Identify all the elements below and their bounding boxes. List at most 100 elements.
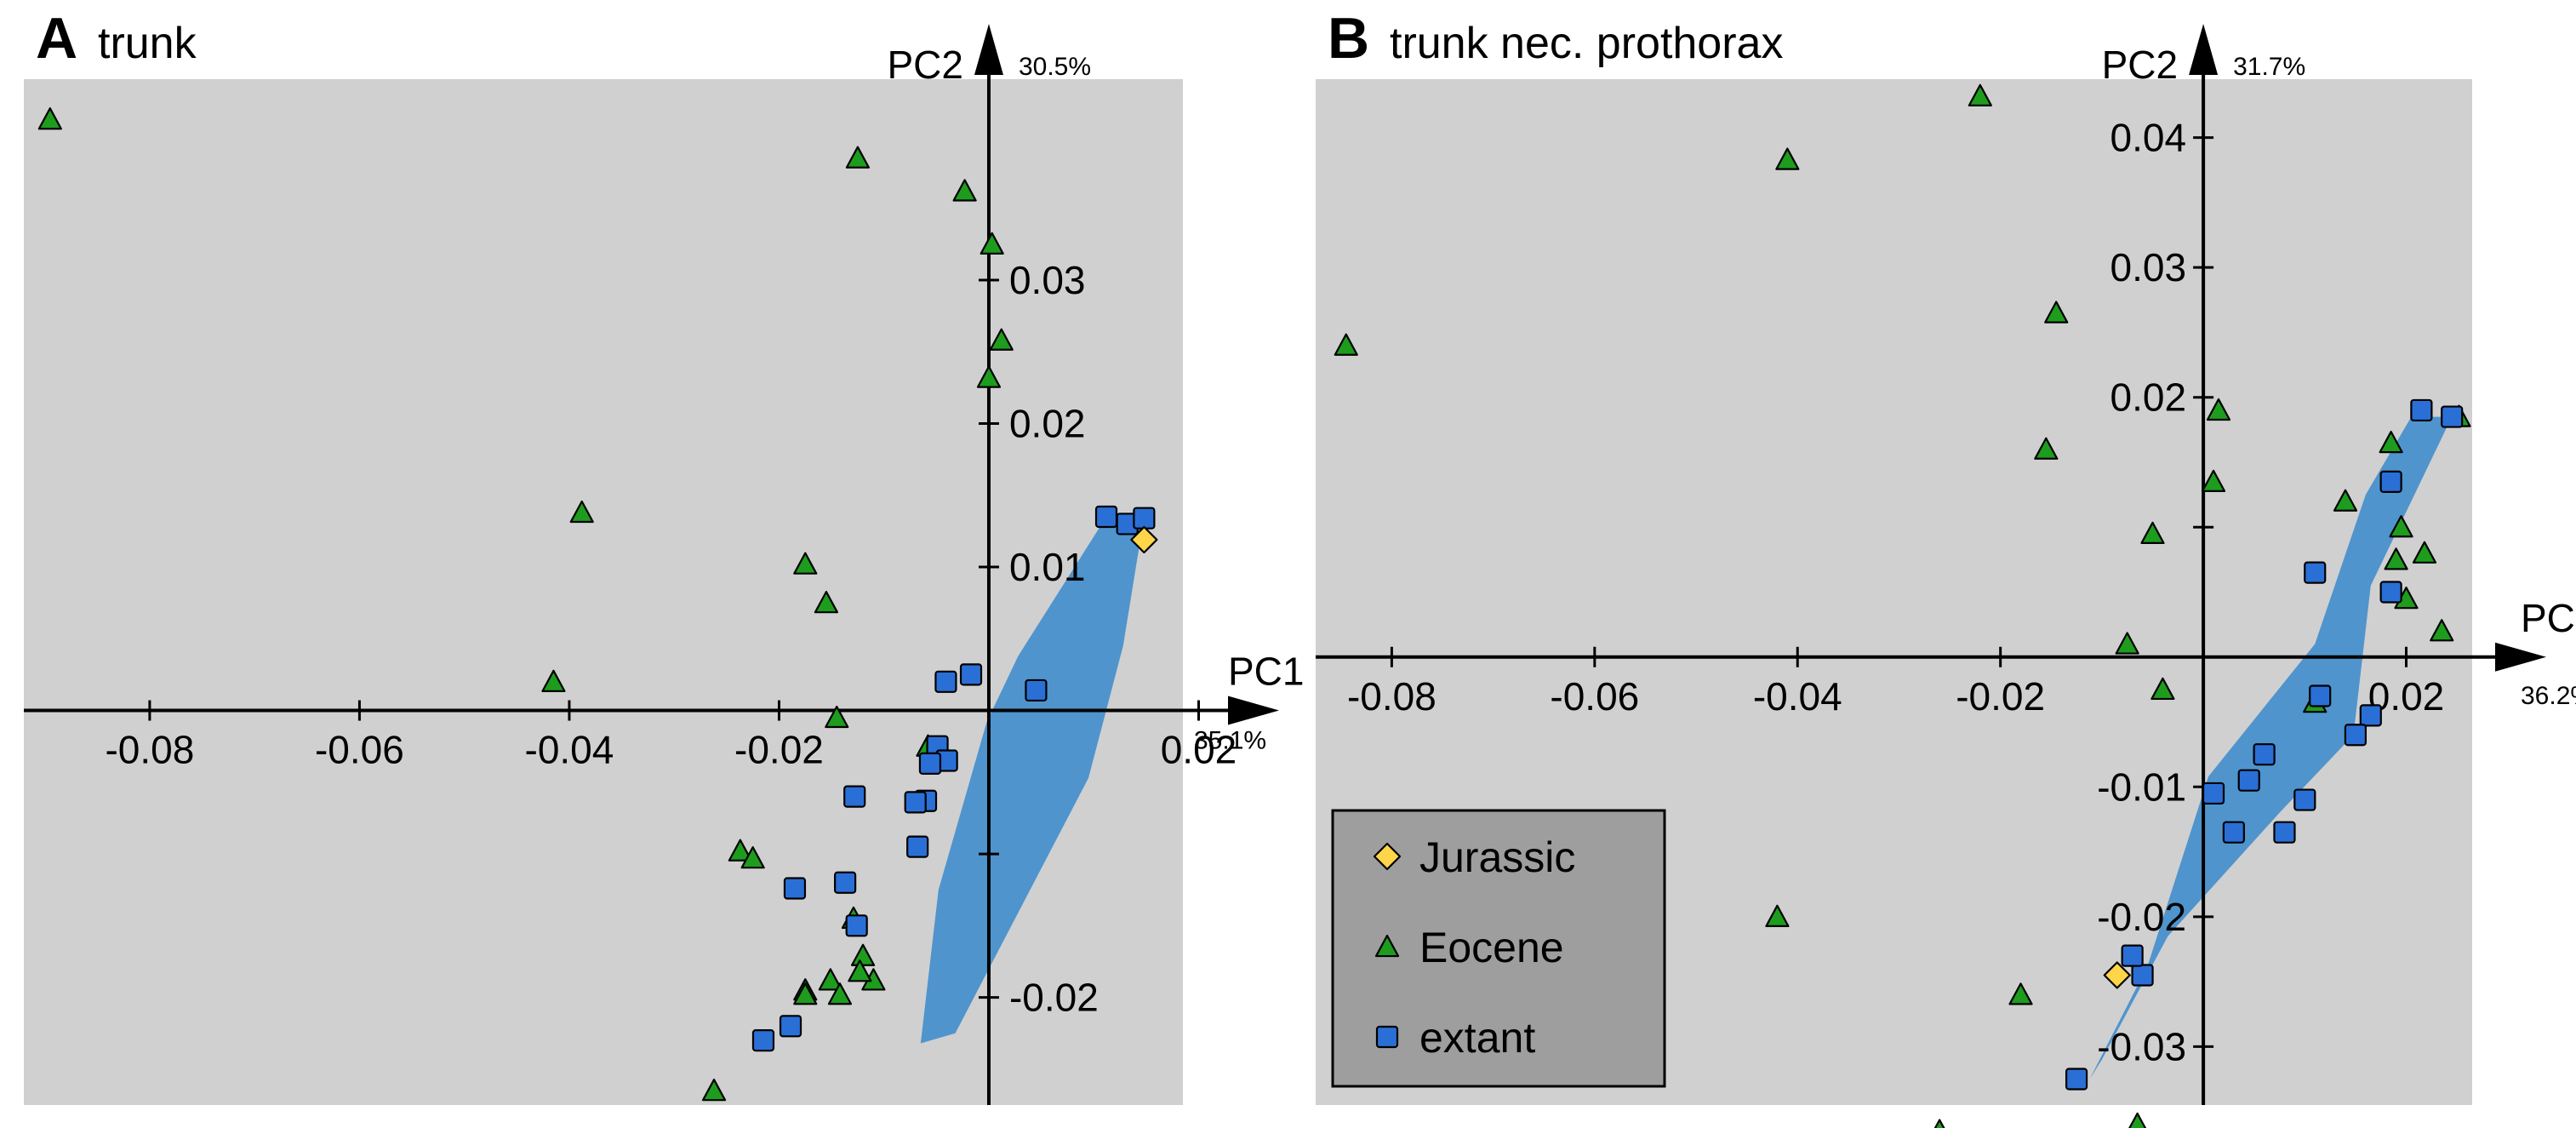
extant-point: [2344, 724, 2368, 747]
eocene-point: [1765, 904, 1790, 927]
eocene-point: [1334, 333, 1358, 356]
eocene-point: [989, 328, 1014, 351]
x-axis-arrow: [1228, 696, 1279, 725]
extant-point: [2309, 684, 2332, 707]
extant-point: [1133, 507, 1156, 530]
extant-point: [834, 871, 857, 894]
eocene-point: [818, 968, 842, 991]
x-axis-arrow: [2495, 642, 2546, 672]
eocene-point: [825, 705, 849, 729]
eocene-point: [1775, 147, 1800, 170]
eocene-point: [793, 552, 818, 575]
eocene-point: [2115, 632, 2139, 655]
eocene-point: [2008, 982, 2033, 1005]
x-tick-label: -0.06: [1550, 674, 1639, 719]
extant-point: [2121, 944, 2144, 967]
extant-point: [2293, 788, 2316, 811]
panel-title: trunk: [98, 19, 197, 68]
extant-point: [2237, 769, 2260, 792]
eocene-point: [2140, 521, 2165, 545]
x-variance-label: 35.1%: [1194, 727, 1266, 755]
panel-b-trunk-nec-prothorax: -0.08 -0.06 -0.04 -0.02 0.02 -0.03 -0.02 -0.01 0…: [1316, 6, 2576, 1128]
x-axis-label: PC1: [1228, 650, 1304, 694]
x-tick-label: -0.06: [315, 728, 404, 772]
extant-point: [843, 785, 866, 808]
extant-point: [2379, 470, 2402, 493]
extant-point: [2379, 581, 2402, 604]
eocene-point: [2128, 1112, 2147, 1128]
extant-hull: [920, 517, 1145, 1044]
extant-point: [2065, 1068, 2088, 1091]
extant-point: [1094, 505, 1118, 529]
eocene-point: [2034, 437, 2059, 460]
legend-extant-marker: [1375, 1025, 1399, 1049]
extant-point: [904, 791, 927, 814]
extant-point: [2359, 704, 2382, 727]
x-tick-label: -0.04: [1753, 674, 1842, 719]
panel-a-trunk: -0.08 -0.06 -0.04 -0.02 0.02 -0.02 0.01 0.02 0.0…: [24, 6, 1304, 1105]
panel-title: trunk nec. prothorax: [1390, 19, 1783, 68]
panel-letter: B: [1328, 6, 1369, 71]
x-variance-label: 36.2%: [2521, 682, 2576, 710]
y-axis-label: PC2: [887, 43, 962, 87]
y-axis-arrow: [974, 24, 1003, 75]
y-axis-arrow: [2189, 24, 2219, 75]
extant-point: [2273, 821, 2296, 844]
extant-point: [779, 1015, 803, 1038]
jurassic-point: [2103, 961, 2131, 989]
y-axis-label: PC2: [2102, 43, 2178, 87]
x-tick-label: -0.04: [525, 728, 614, 772]
eocene-point: [2430, 619, 2454, 642]
extant-point: [1025, 679, 1048, 702]
y-tick-label: 0.03: [2110, 245, 2187, 289]
y-tick-label: -0.03: [2097, 1024, 2186, 1068]
eocene-point: [952, 179, 977, 202]
legend-label: Eocene: [1419, 924, 1564, 971]
eocene-point: [827, 982, 853, 1005]
eocene-point: [728, 839, 752, 862]
eocene-point: [569, 500, 594, 524]
series-jurassic: [2103, 961, 2131, 989]
extant-point: [959, 663, 983, 686]
eocene-point: [37, 107, 62, 130]
extant-point: [783, 877, 807, 900]
eocene-point: [814, 591, 839, 614]
series-jurassic: [1130, 525, 1158, 554]
eocene-point: [2389, 515, 2413, 538]
eocene-point: [2384, 547, 2408, 570]
extant-point: [2410, 398, 2433, 422]
eocene-point: [980, 232, 1004, 255]
series-extant: [751, 505, 1156, 1052]
x-tick-label: 0.02: [1161, 728, 1237, 772]
y-tick-label: -0.01: [2097, 764, 2186, 809]
eocene-point: [793, 982, 818, 1005]
eocene-point: [976, 365, 1002, 388]
extant-point: [906, 835, 929, 858]
extant-point: [2441, 405, 2464, 428]
eocene-point: [1968, 83, 1992, 106]
legend-label: extant: [1419, 1014, 1535, 1062]
y-tick-label: 0.04: [2110, 116, 2187, 160]
series-extant: [2065, 398, 2464, 1091]
eocene-point: [1933, 1119, 1945, 1128]
x-tick-label: -0.08: [105, 728, 194, 772]
eocene-point: [2333, 489, 2358, 512]
eocene-point: [740, 846, 765, 869]
x-tick-label: -0.02: [1956, 674, 2045, 719]
x-tick-label: -0.08: [1347, 674, 1437, 719]
extant-point: [918, 752, 942, 775]
y-tick-label: 0.01: [1009, 545, 1086, 589]
eocene-point: [2206, 398, 2231, 421]
jurassic-point: [1130, 525, 1158, 554]
eocene-point: [848, 959, 872, 982]
panel-letter: A: [36, 6, 77, 71]
legend: Jurassic Eocene extant: [1331, 809, 1666, 1088]
extant-point: [934, 670, 957, 693]
extant-point: [2222, 821, 2245, 844]
eocene-point: [2412, 541, 2437, 564]
y-tick-label: -0.02: [2097, 895, 2186, 939]
extant-point: [751, 1029, 775, 1052]
x-tick-label: -0.02: [734, 728, 824, 772]
eocene-point: [541, 669, 566, 692]
